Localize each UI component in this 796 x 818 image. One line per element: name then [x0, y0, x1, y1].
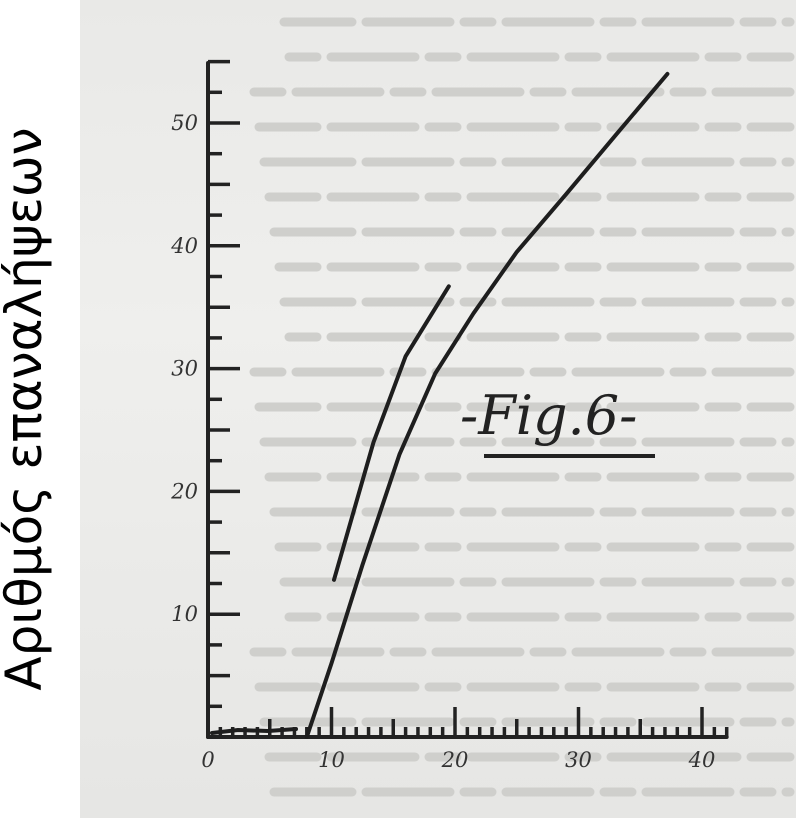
x-tick-labels: 0 10 20 30 40	[201, 748, 715, 772]
x-tick-label: 30	[565, 748, 592, 772]
figure-annotation: -Fig.6-	[460, 384, 637, 447]
y-tick-label: 40	[170, 234, 198, 258]
y-ticks	[208, 59, 240, 709]
x-tick-label: 20	[441, 748, 469, 772]
y-tick-label: 10	[171, 602, 198, 626]
x-tick-label: 0	[201, 748, 214, 772]
series-line-1	[332, 284, 451, 582]
y-tick-label: 30	[171, 357, 198, 381]
x-ticks	[218, 707, 729, 737]
y-tick-label: 50	[171, 111, 198, 135]
x-tick-label: 10	[318, 748, 345, 772]
y-tick-label: 20	[170, 479, 198, 503]
origin-scribble	[210, 727, 298, 735]
x-tick-label: 40	[688, 748, 716, 772]
series-line-2	[304, 71, 670, 739]
series-lines	[210, 71, 670, 739]
y-tick-labels: 10 20 30 40 50	[170, 111, 198, 626]
